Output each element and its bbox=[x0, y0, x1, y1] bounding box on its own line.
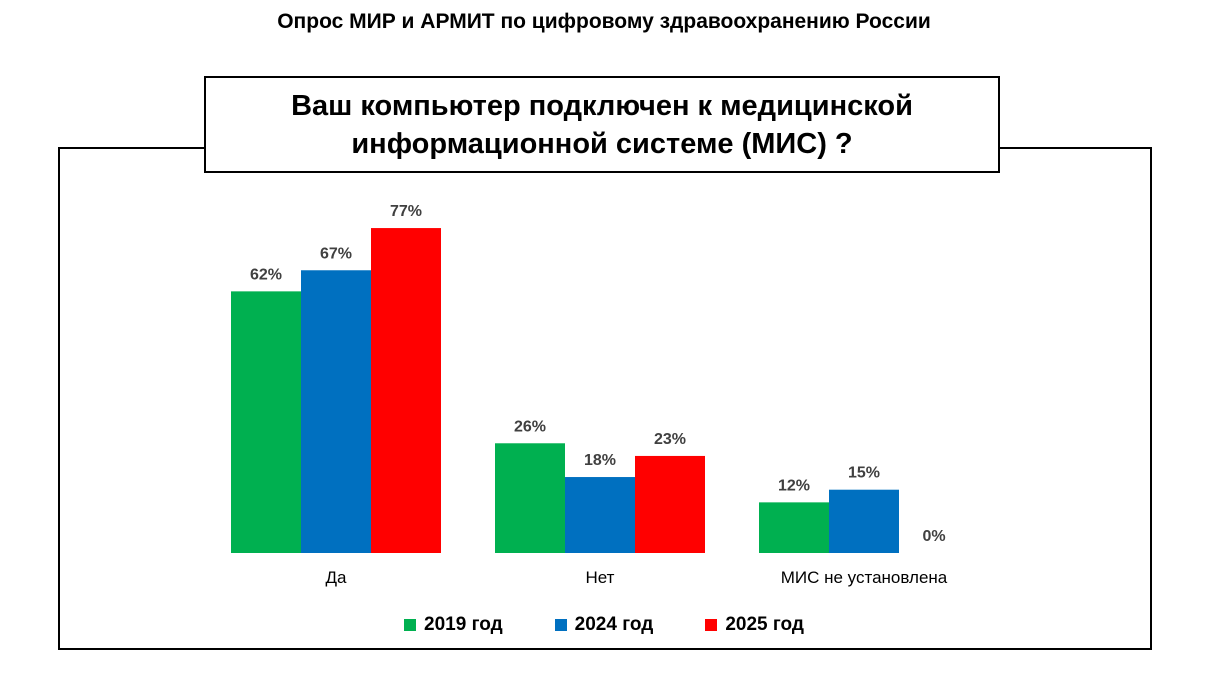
legend-item: 2019 год bbox=[404, 614, 503, 636]
value-label: 18% bbox=[584, 452, 616, 469]
value-label: 77% bbox=[390, 203, 422, 220]
bar-1-3 bbox=[759, 502, 829, 553]
bar-2-1 bbox=[301, 270, 371, 553]
bar-3-1 bbox=[371, 228, 441, 553]
value-label: 62% bbox=[250, 266, 282, 283]
category-label: Да bbox=[326, 568, 348, 587]
legend-label: 2025 год bbox=[725, 614, 804, 635]
value-label: 12% bbox=[778, 477, 810, 494]
legend-item: 2024 год bbox=[554, 614, 654, 636]
legend-swatch bbox=[404, 619, 417, 631]
chart-title: Ваш компьютер подключен к медицинской ин… bbox=[204, 76, 1000, 173]
value-label: 67% bbox=[320, 245, 352, 262]
legend-label: 2024 год bbox=[574, 614, 654, 635]
bar-2-3 bbox=[829, 489, 899, 553]
legend: 2019 год 2024 год 2025 год bbox=[0, 614, 1208, 636]
value-label: 26% bbox=[514, 418, 546, 435]
bar-1-1 bbox=[231, 291, 301, 553]
bar-2-2 bbox=[565, 477, 635, 553]
value-label: 15% bbox=[848, 465, 880, 482]
value-label: 0% bbox=[922, 528, 945, 545]
page-title: Опрос МИР и АРМИТ по цифровому здравоохр… bbox=[277, 10, 931, 33]
legend-swatch bbox=[705, 619, 718, 631]
category-label: МИС не установлена bbox=[781, 568, 948, 587]
legend-item: 2025 год bbox=[705, 614, 804, 636]
value-label: 23% bbox=[654, 431, 686, 448]
legend-swatch bbox=[554, 619, 567, 631]
bar-3-2 bbox=[635, 455, 705, 553]
bar-1-2 bbox=[495, 443, 565, 553]
category-label: Нет bbox=[586, 568, 615, 587]
legend-label: 2019 год bbox=[424, 614, 503, 635]
